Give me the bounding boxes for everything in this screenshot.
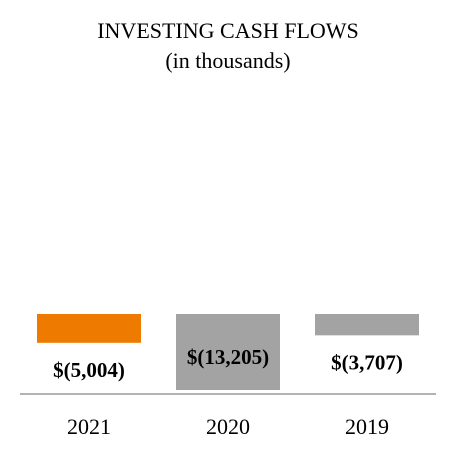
category-label-2021: 2021 — [67, 414, 111, 439]
bar-2021 — [37, 314, 141, 343]
category-label-2020: 2020 — [206, 414, 250, 439]
bar-2020 — [176, 314, 280, 390]
category-label-2019: 2019 — [345, 414, 389, 439]
bar-2019 — [315, 314, 419, 336]
chart-title: INVESTING CASH FLOWS — [97, 18, 359, 43]
value-label-2020: $(13,205) — [187, 345, 269, 369]
chart-subtitle: (in thousands) — [165, 48, 291, 73]
value-label-2019: $(3,707) — [331, 350, 403, 374]
value-label-2021: $(5,004) — [53, 358, 125, 382]
